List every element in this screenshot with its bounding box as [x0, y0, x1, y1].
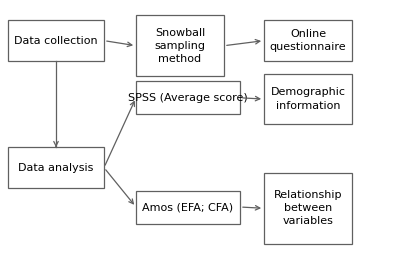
- FancyBboxPatch shape: [8, 147, 104, 188]
- FancyBboxPatch shape: [136, 15, 224, 76]
- Text: Snowball
sampling
method: Snowball sampling method: [154, 27, 206, 64]
- FancyBboxPatch shape: [136, 81, 240, 114]
- Text: Amos (EFA; CFA): Amos (EFA; CFA): [142, 202, 234, 212]
- FancyBboxPatch shape: [264, 20, 352, 61]
- FancyBboxPatch shape: [8, 20, 104, 61]
- Text: Relationship
between
variables: Relationship between variables: [274, 190, 342, 227]
- FancyBboxPatch shape: [264, 173, 352, 244]
- Text: Data collection: Data collection: [14, 36, 98, 46]
- Text: Online
questionnaire: Online questionnaire: [270, 29, 346, 52]
- Text: Data analysis: Data analysis: [18, 163, 94, 173]
- FancyBboxPatch shape: [136, 190, 240, 224]
- FancyBboxPatch shape: [264, 74, 352, 124]
- Text: SPSS (Average score): SPSS (Average score): [128, 93, 248, 103]
- Text: Demographic
information: Demographic information: [270, 87, 346, 111]
